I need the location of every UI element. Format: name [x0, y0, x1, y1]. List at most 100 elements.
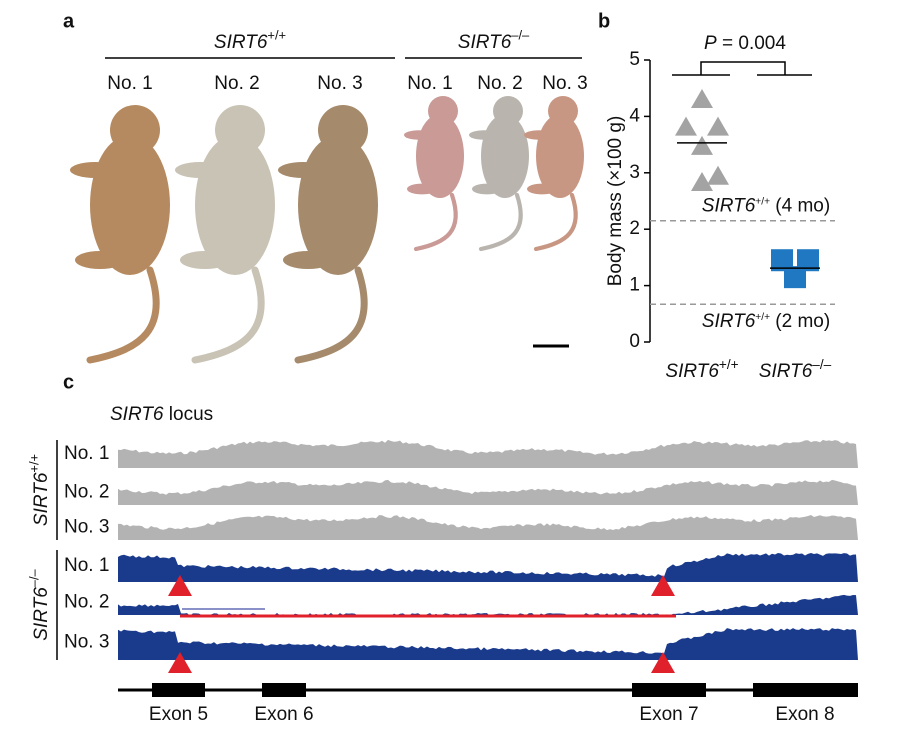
gene: SIRT6	[31, 472, 52, 526]
breakpoint-marker	[651, 652, 675, 673]
point	[691, 89, 713, 109]
genotype: +/+	[755, 196, 770, 207]
point	[707, 116, 729, 136]
row-label: No. 3	[64, 517, 109, 538]
exon	[152, 683, 205, 697]
animal-label: No. 2	[477, 73, 522, 94]
y-tick-label: 0	[629, 331, 640, 352]
tail	[413, 192, 458, 252]
arm	[175, 162, 225, 178]
animal-label: No. 1	[107, 73, 152, 94]
gene: SIRT6	[665, 361, 719, 382]
exon	[753, 683, 858, 697]
leg	[75, 251, 125, 269]
genotype: +/+	[27, 454, 42, 473]
tail	[533, 192, 578, 252]
leg	[283, 251, 333, 269]
head	[428, 96, 458, 126]
genotype-label: SIRT6+/+ (4 mo)	[702, 196, 830, 217]
p-text: = 0.004	[717, 33, 787, 54]
gene: SIRT6	[110, 404, 164, 425]
row-label: No. 1	[64, 443, 109, 464]
point	[675, 116, 697, 136]
genotype-label: SIRT6+/+	[214, 28, 286, 53]
genotype-label: SIRT6–/–	[759, 357, 832, 382]
leg	[472, 183, 502, 195]
gene: SIRT6	[759, 361, 813, 382]
head	[215, 105, 265, 155]
y-tick-label: 1	[629, 275, 640, 296]
y-tick-label: 4	[629, 105, 640, 126]
locus-title: SIRT6 locus	[110, 404, 213, 425]
point	[691, 135, 713, 155]
exon	[262, 683, 306, 697]
genotype-label: SIRT6+/+	[665, 357, 738, 382]
genotype: –/–	[27, 568, 42, 587]
gene: SIRT6	[31, 587, 52, 641]
genotype-label: SIRT6+/+	[27, 454, 52, 526]
leg	[527, 183, 557, 195]
genotype: –/–	[511, 28, 530, 43]
point	[691, 171, 713, 191]
tail	[478, 192, 523, 252]
y-tick-label: 3	[629, 162, 640, 183]
gene: SIRT6	[214, 32, 268, 53]
gene: SIRT6	[702, 196, 756, 217]
exon-label: Exon 7	[639, 704, 698, 725]
coverage-track	[118, 628, 858, 660]
arm	[70, 162, 120, 178]
panel-letter: a	[63, 10, 75, 32]
point	[771, 249, 793, 272]
row-label: No. 2	[64, 592, 109, 613]
point	[797, 249, 819, 272]
panel-letter: c	[63, 371, 74, 393]
head	[318, 105, 368, 155]
coverage-track	[118, 553, 858, 582]
y-tick-label: 5	[629, 49, 640, 70]
animal-label: No. 3	[542, 73, 587, 94]
head	[493, 96, 523, 126]
genotype-label: SIRT6+/+ (2 mo)	[702, 311, 830, 332]
p-symbol: P	[704, 33, 717, 54]
row-label: No. 2	[64, 482, 109, 503]
exon-label: Exon 6	[254, 704, 313, 725]
arm	[404, 130, 434, 140]
coverage-track	[118, 439, 858, 468]
genotype: +/+	[267, 28, 286, 43]
genotype-label: SIRT6–/–	[458, 28, 530, 53]
note: (4 mo)	[770, 196, 830, 217]
arm	[469, 130, 499, 140]
significance-bracket	[672, 61, 812, 76]
animal-label: No. 1	[407, 73, 452, 94]
breakpoint-marker	[168, 652, 192, 673]
genotype-label: SIRT6–/–	[27, 568, 52, 640]
genotype: +/+	[755, 312, 770, 323]
tail	[294, 266, 368, 364]
arm	[278, 162, 328, 178]
genotype: +/+	[719, 357, 739, 372]
breakpoint-marker	[168, 575, 192, 596]
tail	[86, 266, 160, 364]
genotype: –/–	[812, 357, 831, 372]
exon-label: Exon 8	[775, 704, 834, 725]
y-tick-label: 2	[629, 218, 640, 239]
exon	[632, 683, 706, 697]
coverage-track	[118, 479, 858, 505]
arm	[524, 130, 554, 140]
point	[784, 266, 806, 289]
locus-word: locus	[164, 404, 214, 425]
panel-letter: b	[598, 10, 610, 32]
breakpoint-marker	[651, 575, 675, 596]
animal-label: No. 2	[214, 73, 259, 94]
head	[110, 105, 160, 155]
leg	[180, 251, 230, 269]
point	[707, 165, 729, 185]
gene: SIRT6	[702, 311, 756, 332]
head	[548, 96, 578, 126]
gene: SIRT6	[458, 32, 512, 53]
row-label: No. 3	[64, 632, 109, 653]
tail	[191, 266, 265, 364]
p-value: P = 0.004	[704, 33, 786, 54]
coverage-track	[118, 594, 858, 616]
